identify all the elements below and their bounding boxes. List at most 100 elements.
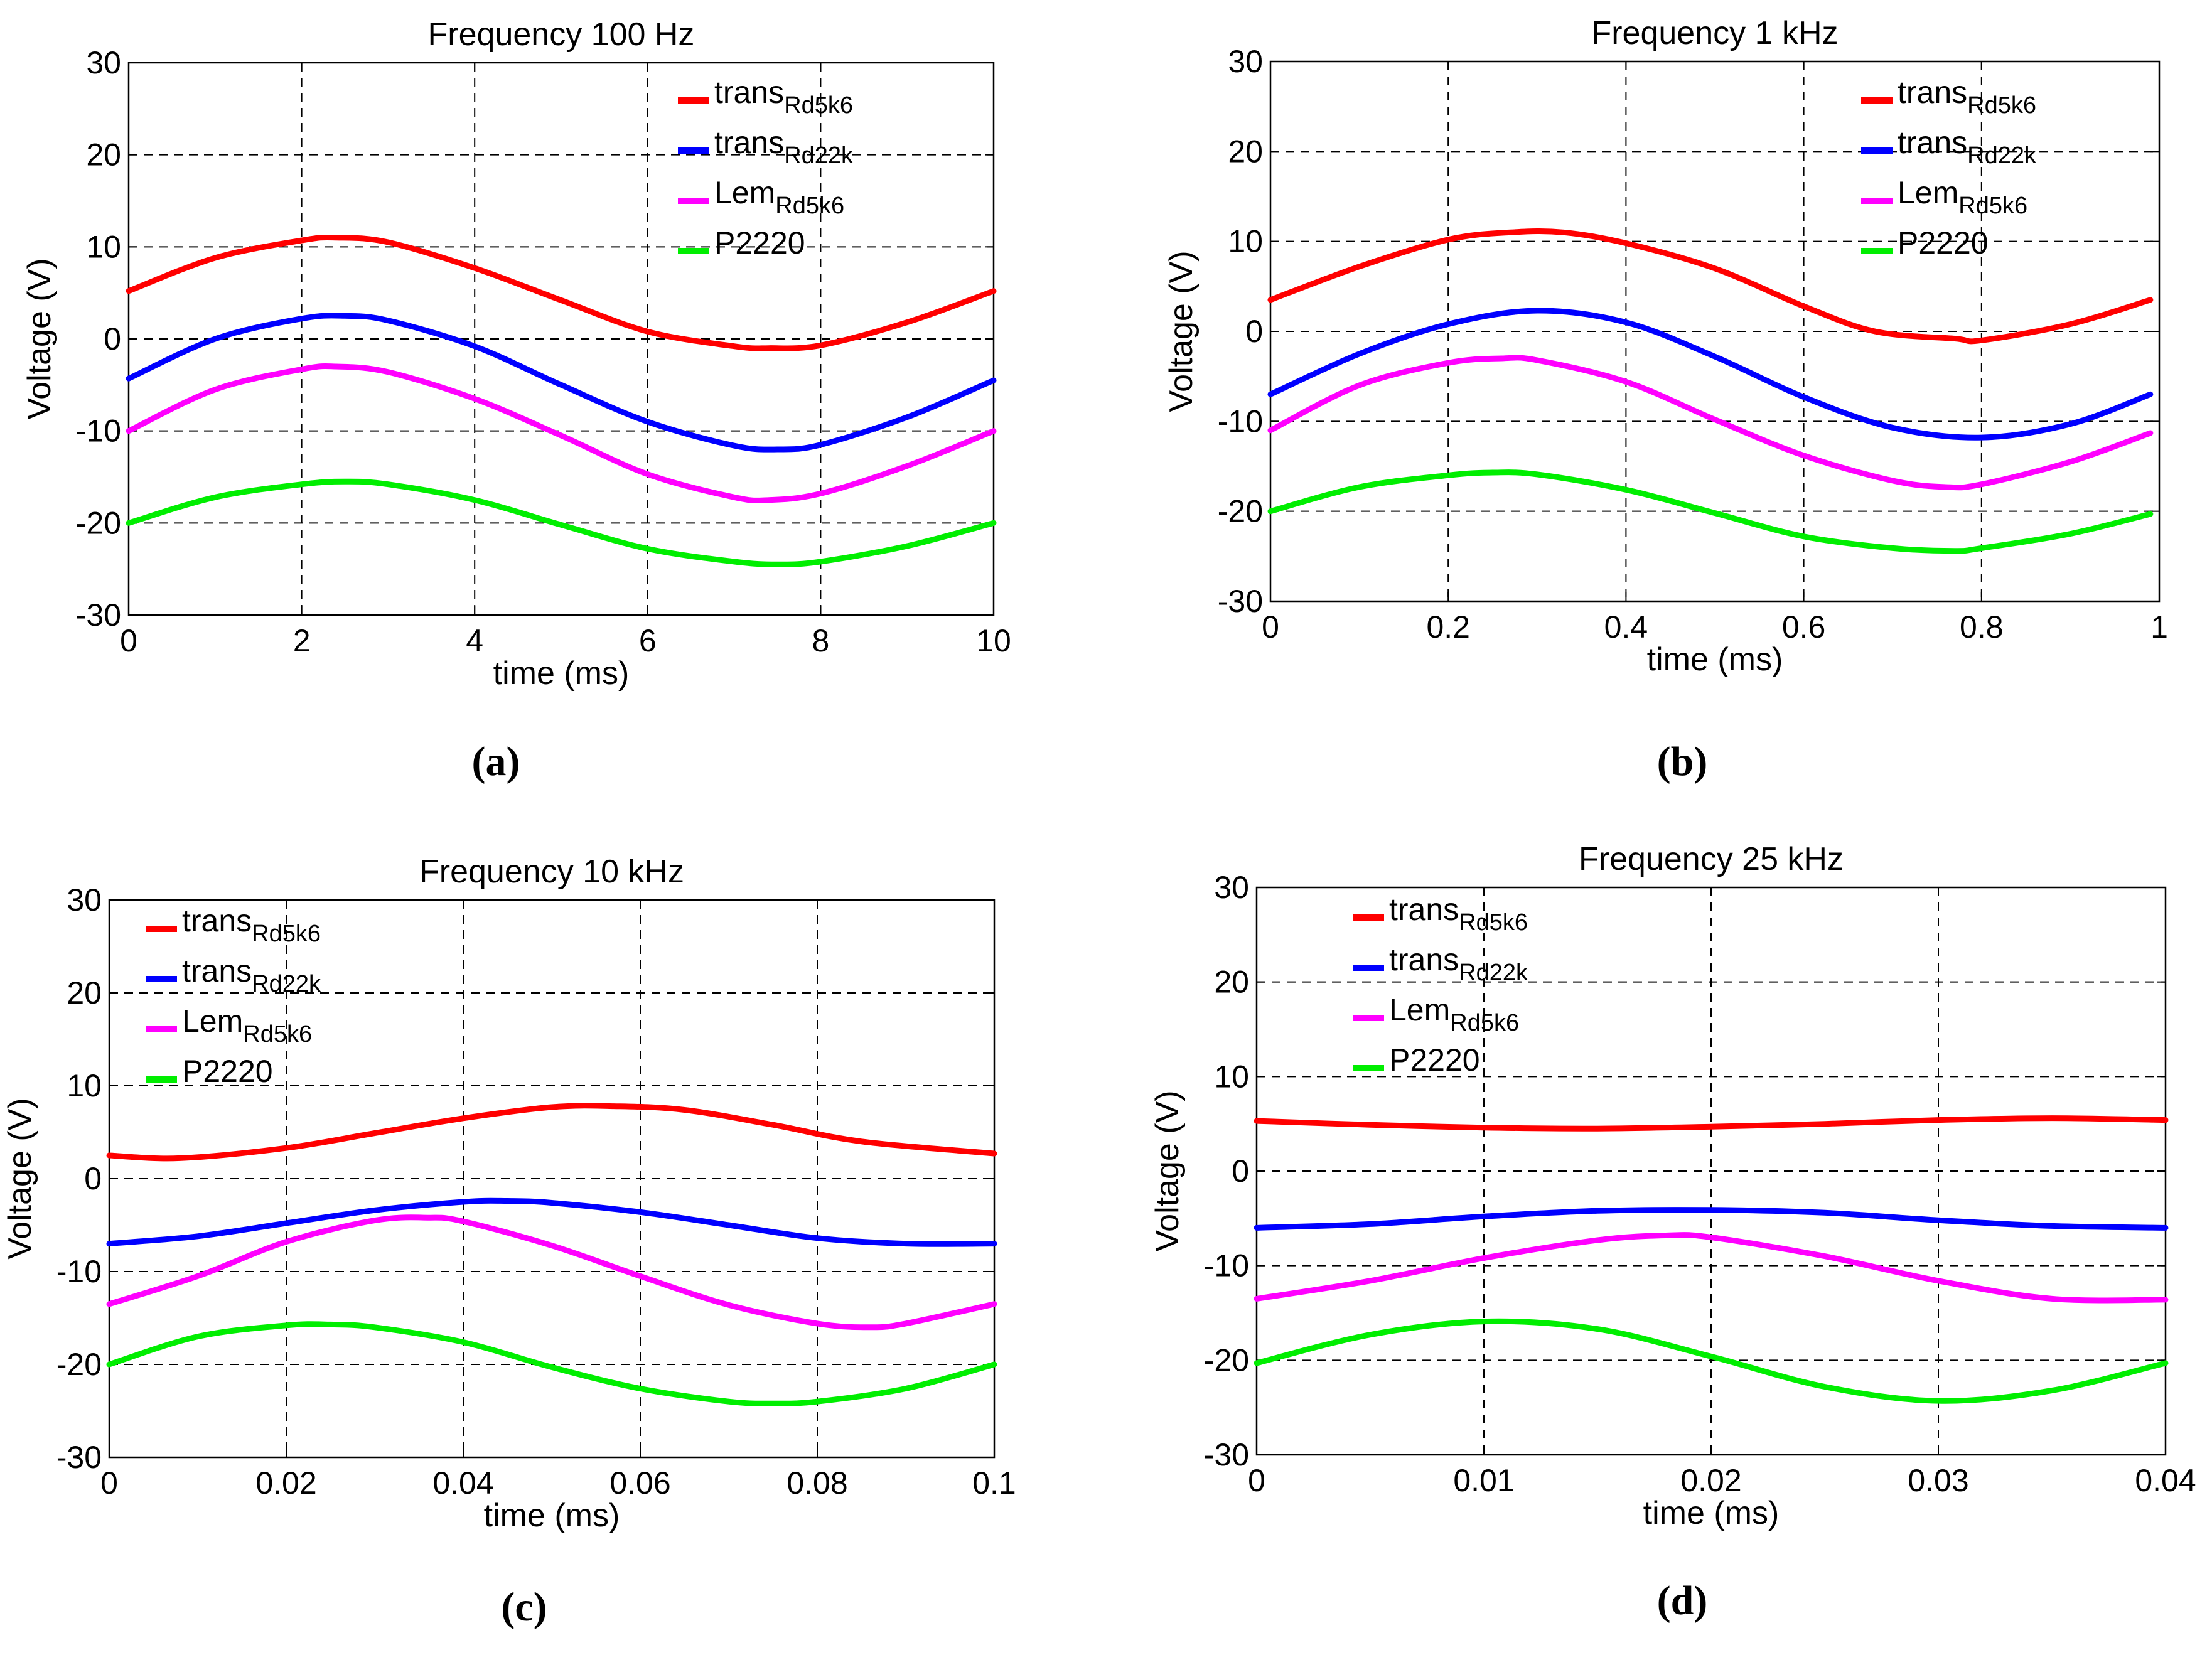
x-axis-label: time (ms) bbox=[1647, 641, 1783, 678]
y-tick-label: -10 bbox=[1204, 1248, 1249, 1283]
chart-title: Frequency 1 kHz bbox=[1591, 15, 1838, 51]
x-axis-label: time (ms) bbox=[1643, 1495, 1780, 1531]
legend-label-trans-rd22k: transRd22k bbox=[714, 125, 854, 169]
y-tick-label: 10 bbox=[67, 1068, 102, 1103]
series-line-lem-rd5k6 bbox=[126, 363, 997, 503]
x-tick-label: 0.08 bbox=[787, 1465, 847, 1501]
y-tick-label: -30 bbox=[1218, 584, 1263, 619]
legend: transRd5k6 transRd22k LemRd5k6 P2220 bbox=[678, 75, 854, 260]
y-tick-label: -10 bbox=[1218, 404, 1263, 439]
series-line-trans-rd5k6 bbox=[106, 1103, 997, 1162]
chart-panel-b: 0 0.2 0.4 0.6 0.8 1 -30 -20 -10 0 10 20 30 Frequency … bbox=[1163, 15, 2168, 785]
y-tick-label: 20 bbox=[67, 975, 102, 1010]
legend-label-p2220: P2220 bbox=[1389, 1042, 1480, 1078]
legend-label-trans-rd22k: transRd22k bbox=[1389, 942, 1528, 986]
legend: transRd5k6 transRd22k LemRd5k6 P2220 bbox=[1861, 75, 2037, 260]
x-tick-label: 0 bbox=[120, 623, 137, 658]
chart-title: Frequency 100 Hz bbox=[428, 16, 695, 53]
y-axis-label: Voltage (V) bbox=[21, 258, 58, 419]
y-tick-label: 20 bbox=[1228, 134, 1263, 169]
series-line-trans-rd5k6 bbox=[126, 234, 997, 351]
x-tick-label: 0.1 bbox=[972, 1465, 1016, 1501]
legend: transRd5k6 transRd22k LemRd5k6 P2220 bbox=[146, 903, 321, 1089]
panel-caption: (b) bbox=[1657, 739, 1708, 785]
series-line-trans-rd5k6 bbox=[1267, 228, 2154, 345]
x-tick-label: 10 bbox=[976, 623, 1011, 658]
y-tick-label: 30 bbox=[1228, 44, 1263, 79]
y-tick-label: -30 bbox=[56, 1440, 102, 1475]
series-line-p2220 bbox=[1267, 469, 2154, 554]
y-tick-label: 20 bbox=[86, 137, 121, 173]
series-line-lem-rd5k6 bbox=[106, 1214, 997, 1331]
y-tick-label: 10 bbox=[1228, 224, 1263, 259]
y-tick-label: 0 bbox=[84, 1161, 102, 1196]
legend-label-trans-rd5k6: transRd5k6 bbox=[182, 903, 321, 947]
legend: transRd5k6 transRd22k LemRd5k6 P2220 bbox=[1353, 892, 1528, 1078]
series-line-trans-rd5k6 bbox=[1254, 1115, 2169, 1132]
chart-title: Frequency 10 kHz bbox=[419, 854, 684, 890]
panel-caption: (d) bbox=[1657, 1578, 1708, 1624]
series-line-trans-rd22k bbox=[106, 1197, 997, 1247]
x-axis-label: time (ms) bbox=[493, 655, 630, 692]
chart-panel-c: 0 0.02 0.04 0.06 0.08 0.1 -30 -20 -10 0 10 20 30 Freq… bbox=[2, 854, 1016, 1630]
x-tick-label: 0.03 bbox=[1908, 1463, 1968, 1498]
y-axis-label: Voltage (V) bbox=[2, 1098, 38, 1259]
y-tick-label: -20 bbox=[76, 505, 121, 540]
x-tick-label: 0.6 bbox=[1782, 609, 1826, 645]
y-tick-label: 10 bbox=[1214, 1059, 1249, 1094]
x-tick-label: 0.01 bbox=[1453, 1463, 1514, 1498]
y-axis-label: Voltage (V) bbox=[1149, 1090, 1186, 1251]
x-tick-label: 0.4 bbox=[1604, 609, 1648, 645]
legend-label-trans-rd5k6: transRd5k6 bbox=[1389, 892, 1528, 936]
x-tick-label: 1 bbox=[2150, 609, 2168, 645]
panel-caption: (a) bbox=[472, 739, 520, 785]
x-tick-label: 0.06 bbox=[609, 1465, 670, 1501]
x-tick-label: 8 bbox=[812, 623, 829, 658]
x-tick-label: 0 bbox=[1262, 609, 1279, 645]
x-tick-label: 0.2 bbox=[1426, 609, 1470, 645]
x-tick-label: 2 bbox=[293, 623, 311, 658]
x-tick-label: 0 bbox=[1248, 1463, 1265, 1498]
x-tick-label: 4 bbox=[466, 623, 483, 658]
y-tick-label: 30 bbox=[1214, 870, 1249, 905]
x-tick-label: 0.8 bbox=[1960, 609, 2004, 645]
chart-panel-d: 0 0.01 0.02 0.03 0.04 -30 -20 -10 0 10 20 30 Frequen… bbox=[1149, 841, 2196, 1624]
legend-label-lem-rd5k6: LemRd5k6 bbox=[1389, 992, 1519, 1036]
plot-area bbox=[129, 63, 994, 615]
y-tick-label: -30 bbox=[1204, 1437, 1249, 1472]
y-tick-label: -10 bbox=[76, 414, 121, 449]
legend-label-lem-rd5k6: LemRd5k6 bbox=[182, 1004, 312, 1047]
y-tick-label: -30 bbox=[76, 597, 121, 633]
series-line-p2220 bbox=[126, 478, 997, 567]
legend-label-p2220: P2220 bbox=[182, 1054, 273, 1089]
series-line-p2220 bbox=[1254, 1318, 2169, 1404]
series-line-lem-rd5k6 bbox=[1267, 355, 2154, 491]
x-axis-label: time (ms) bbox=[484, 1497, 620, 1534]
series-line-p2220 bbox=[106, 1321, 997, 1406]
legend-label-p2220: P2220 bbox=[1898, 225, 1989, 260]
y-tick-label: -10 bbox=[56, 1254, 102, 1289]
panel-caption: (c) bbox=[501, 1584, 547, 1630]
series-line-trans-rd22k bbox=[1254, 1207, 2169, 1231]
series-line-trans-rd22k bbox=[1267, 308, 2154, 441]
legend-label-trans-rd22k: transRd22k bbox=[182, 953, 321, 997]
y-tick-label: -20 bbox=[1204, 1342, 1249, 1378]
x-tick-label: 0.02 bbox=[255, 1465, 316, 1501]
series-line-trans-rd22k bbox=[126, 313, 997, 453]
chart-panel-a: 0 2 4 6 8 10 -30 -20 -10 0 10 20 30 Frequency 100 Hz t… bbox=[21, 16, 1011, 785]
y-tick-label: -20 bbox=[1218, 494, 1263, 529]
y-axis-label: Voltage (V) bbox=[1163, 250, 1200, 412]
y-tick-label: -20 bbox=[56, 1347, 102, 1382]
x-tick-label: 0.02 bbox=[1680, 1463, 1741, 1498]
legend-label-trans-rd22k: transRd22k bbox=[1898, 125, 2037, 169]
y-tick-label: 30 bbox=[86, 45, 121, 80]
x-tick-label: 0 bbox=[100, 1465, 118, 1501]
legend-label-trans-rd5k6: transRd5k6 bbox=[1898, 75, 2036, 119]
x-tick-label: 0.04 bbox=[2135, 1463, 2196, 1498]
y-tick-label: 20 bbox=[1214, 965, 1249, 1000]
y-tick-label: 10 bbox=[86, 229, 121, 264]
legend-label-p2220: P2220 bbox=[714, 225, 805, 260]
x-tick-label: 0.04 bbox=[432, 1465, 493, 1501]
series-line-lem-rd5k6 bbox=[1254, 1232, 2169, 1304]
